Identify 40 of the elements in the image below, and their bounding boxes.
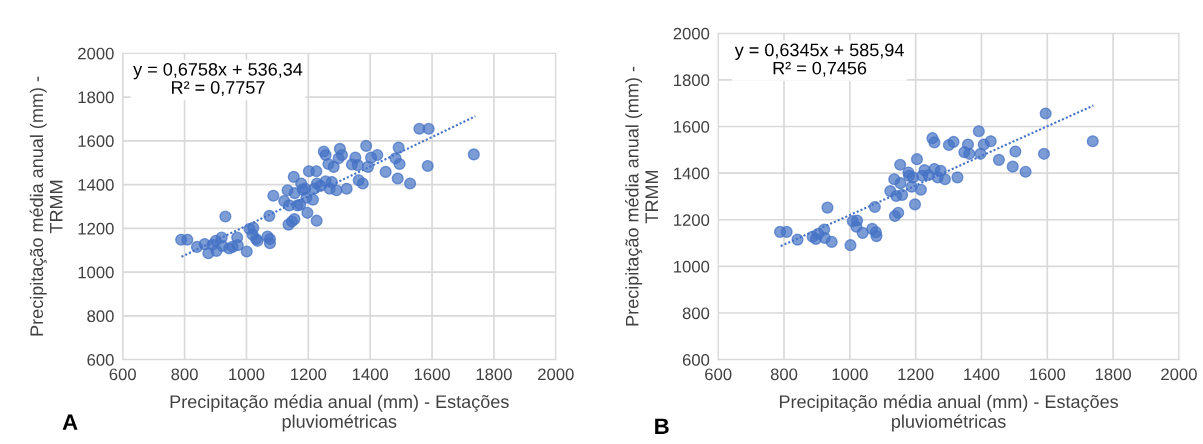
x-tick-label: 1000 <box>832 368 868 381</box>
x-tick-label: 1800 <box>1095 368 1132 381</box>
y-tick-label: 1000 <box>78 266 114 279</box>
y-tick-label: 1800 <box>78 91 114 104</box>
y-tick-label: 1600 <box>78 135 114 148</box>
x-tick-label: 1600 <box>1030 368 1066 381</box>
x-tick-label: 600 <box>109 368 136 381</box>
y-tick-label: 600 <box>682 354 710 366</box>
x-tick-label: 800 <box>770 368 798 381</box>
x-tick-label: 1800 <box>476 368 512 381</box>
y-tick-label: 2000 <box>78 47 114 60</box>
y-tick-label: 1200 <box>674 214 710 226</box>
x-axis-title: Precipitação média anual (mm) - Estações pluviométricas <box>170 394 509 432</box>
y-tick-label: 1400 <box>78 178 114 191</box>
text: A <box>62 414 78 430</box>
x-tick-label: 600 <box>705 368 732 381</box>
annotation: y = 0,6758x + 536,34 R² = 0,7757 <box>133 62 303 97</box>
x-tick-label: 800 <box>171 368 198 381</box>
x-tick-label: 1400 <box>352 368 389 381</box>
y-tick-label: 800 <box>87 310 114 323</box>
y-tick-label: 2000 <box>673 27 710 40</box>
y-tick-label: 600 <box>87 354 114 366</box>
y-tick-label: 1600 <box>674 120 710 133</box>
y-tick-label: 1800 <box>674 74 710 87</box>
x-tick-label: 1200 <box>291 368 327 381</box>
y-tick-label: 1400 <box>674 167 710 180</box>
x-tick-label: 1200 <box>898 368 934 381</box>
x-tick-label: 1600 <box>414 368 450 381</box>
x-tick-label: 1000 <box>229 368 265 381</box>
x-axis-title: Precipitação média anual (mm) - Estações pluviométricas <box>779 394 1119 432</box>
text: B <box>655 418 669 434</box>
y-tick-label: 1000 <box>674 260 710 273</box>
y-axis-title: Precipitação média anual (mm) - TRMM <box>29 76 63 336</box>
y-tick-label: 800 <box>682 307 710 320</box>
y-axis-title: Precipitação média anual (mm) - TRMM <box>625 66 658 326</box>
x-tick-label: 2000 <box>1161 368 1197 381</box>
x-tick-label: 1400 <box>964 368 1000 381</box>
annotation: y = 0,6345x + 585,94 R² = 0,7456 <box>734 43 904 77</box>
x-tick-label: 2000 <box>538 368 574 381</box>
y-tick-label: 1200 <box>78 222 114 235</box>
